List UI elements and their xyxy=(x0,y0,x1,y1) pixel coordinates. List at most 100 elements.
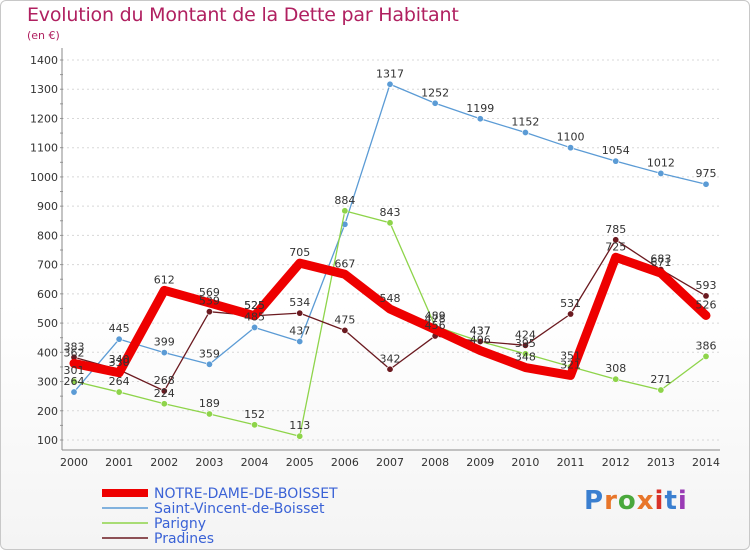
data-point-1 xyxy=(612,157,620,165)
data-label-0: 330 xyxy=(109,356,130,369)
data-point-1 xyxy=(251,323,259,331)
data-point-2 xyxy=(205,410,213,418)
data-label-3: 475 xyxy=(334,313,355,326)
data-point-1 xyxy=(476,115,484,123)
x-tick-label: 2011 xyxy=(557,456,585,469)
x-tick-label: 2005 xyxy=(286,456,314,469)
data-label-1: 485 xyxy=(244,310,265,323)
y-tick-label: 500 xyxy=(37,317,58,330)
y-tick-label: 900 xyxy=(37,200,58,213)
data-point-1 xyxy=(657,169,665,177)
data-label-1: 359 xyxy=(199,347,220,360)
legend-item-pradines: Pradines xyxy=(100,530,338,547)
data-label-3: 539 xyxy=(199,295,220,308)
data-label-3: 683 xyxy=(650,253,671,266)
x-tick-label: 2003 xyxy=(195,456,223,469)
data-point-2 xyxy=(702,352,710,360)
x-tick-label: 2012 xyxy=(602,456,630,469)
data-point-0 xyxy=(522,364,529,371)
data-label-0: 362 xyxy=(64,346,85,359)
data-label-3: 531 xyxy=(560,297,581,310)
data-point-2 xyxy=(160,400,168,408)
data-label-1: 1100 xyxy=(557,131,585,144)
data-label-0: 667 xyxy=(334,257,355,270)
data-point-3 xyxy=(567,310,575,318)
data-label-3: 785 xyxy=(605,223,626,236)
logo-letter: i xyxy=(654,486,665,516)
legend-swatch-pradines xyxy=(102,537,148,539)
x-tick-label: 2010 xyxy=(511,456,539,469)
y-tick-label: 300 xyxy=(37,376,58,389)
data-point-0 xyxy=(657,269,665,277)
data-point-0 xyxy=(70,360,78,367)
data-point-0 xyxy=(115,369,123,377)
data-point-2 xyxy=(657,386,665,394)
legend-item-parigny: Parigny xyxy=(100,515,338,532)
data-label-2: 437 xyxy=(470,324,491,337)
data-point-0 xyxy=(386,305,394,313)
y-tick-label: 800 xyxy=(37,229,58,242)
legend-swatch-notre-dame xyxy=(102,489,148,497)
legend-label-saint-vincent: Saint-Vincent-de-Boisset xyxy=(154,500,325,517)
legend-label-parigny: Parigny xyxy=(154,515,207,532)
data-label-2: 224 xyxy=(154,387,175,400)
data-point-3 xyxy=(521,341,529,349)
data-point-1 xyxy=(521,128,529,136)
data-label-0: 725 xyxy=(605,240,626,253)
data-label-0: 526 xyxy=(696,298,717,311)
data-point-2 xyxy=(251,421,259,429)
data-point-2 xyxy=(70,377,78,385)
logo-letter: t xyxy=(664,486,678,516)
data-label-2: 271 xyxy=(650,373,671,386)
data-point-0 xyxy=(251,312,258,320)
y-tick-label: 600 xyxy=(37,288,58,301)
x-tick-label: 2002 xyxy=(150,456,178,469)
data-point-1 xyxy=(115,335,123,343)
data-point-1 xyxy=(296,337,304,345)
data-point-2 xyxy=(115,388,123,396)
data-point-2 xyxy=(612,375,620,383)
data-label-2: 843 xyxy=(380,206,401,219)
data-point-3 xyxy=(160,387,168,395)
data-label-2: 386 xyxy=(696,339,717,352)
data-label-3: 383 xyxy=(64,340,85,353)
legend-label-pradines: Pradines xyxy=(154,530,215,547)
legend-item-notre-dame: NOTRE-DAME-DE-BOISSET xyxy=(100,485,338,502)
x-tick-label: 2013 xyxy=(647,456,675,469)
data-label-2: 264 xyxy=(109,375,130,388)
data-label-0: 705 xyxy=(289,246,310,259)
data-point-2 xyxy=(386,219,394,227)
data-label-2: 152 xyxy=(244,408,265,421)
data-label-3: 437 xyxy=(470,324,491,337)
data-point-0 xyxy=(206,299,213,307)
y-tick-label: 1200 xyxy=(30,112,58,125)
data-label-0: 548 xyxy=(380,292,401,305)
data-label-3: 593 xyxy=(696,279,717,292)
data-label-2: 189 xyxy=(199,397,220,410)
data-label-1: 1152 xyxy=(511,115,539,128)
data-label-3: 268 xyxy=(154,374,175,387)
data-label-3: 456 xyxy=(425,319,446,332)
data-label-3: 340 xyxy=(109,353,130,366)
data-label-1: 437 xyxy=(289,324,310,337)
data-point-1 xyxy=(386,80,394,88)
data-label-1: 1199 xyxy=(466,102,494,115)
data-label-2: 351 xyxy=(560,350,581,363)
x-tick-label: 2009 xyxy=(466,456,494,469)
logo-letter: P xyxy=(584,486,605,516)
data-label-1: 1054 xyxy=(602,144,630,157)
y-tick-label: 1300 xyxy=(30,83,58,96)
legend-swatch-parigny xyxy=(102,522,148,524)
legend-item-saint-vincent: Saint-Vincent-de-Boisset xyxy=(100,500,338,517)
data-label-1: 445 xyxy=(109,322,130,335)
data-point-2 xyxy=(521,350,529,358)
legend-label-notre-dame: NOTRE-DAME-DE-BOISSET xyxy=(154,485,338,502)
data-label-0: 321 xyxy=(560,358,581,371)
data-point-0 xyxy=(341,270,349,278)
legend-swatch-saint-vincent xyxy=(102,507,148,509)
y-tick-label: 200 xyxy=(37,405,58,418)
data-label-0: 348 xyxy=(515,351,536,364)
data-label-0: 612 xyxy=(154,273,175,286)
data-point-1 xyxy=(160,349,168,357)
